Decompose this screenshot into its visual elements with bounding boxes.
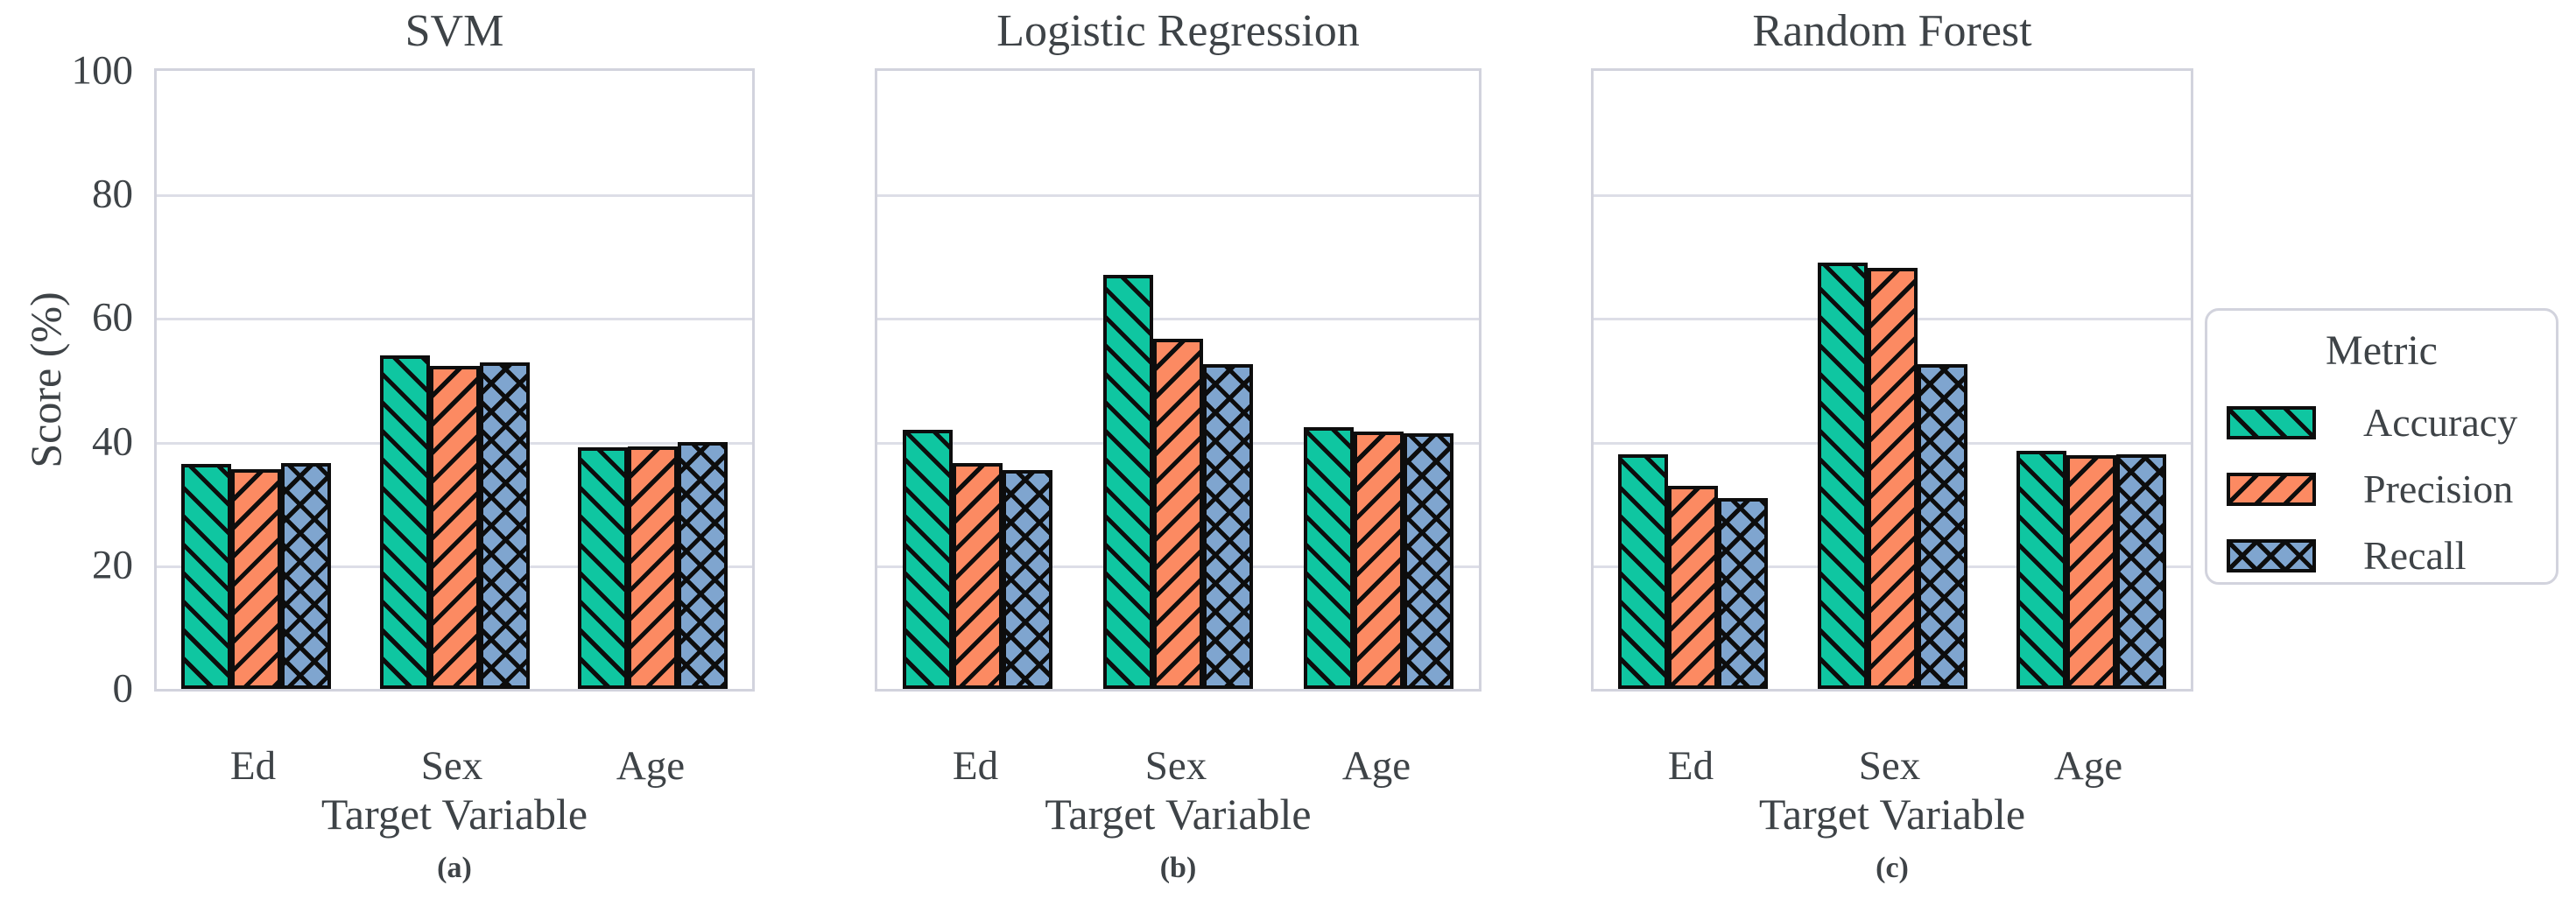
subplot-title: Random Forest [1752, 6, 2032, 56]
bar-ed-accuracy [181, 464, 231, 689]
bar-ed-precision [953, 463, 1003, 689]
gridline [877, 194, 1479, 197]
legend-entry-precision: Precision [2227, 456, 2547, 523]
bar-age-recall [2116, 454, 2166, 689]
bar-age-precision [628, 446, 678, 689]
bar-age-recall [678, 442, 728, 689]
bar-age-recall [1404, 433, 1453, 689]
y-tick-label-40: 40 [92, 418, 133, 465]
legend-label-recall: Recall [2363, 533, 2467, 578]
x-axis-label: Target Variable [320, 790, 588, 839]
legend-patch-accuracy [2227, 406, 2316, 439]
bar-ed-recall [1003, 470, 1052, 689]
bar-age-accuracy [1304, 427, 1354, 689]
bar-ed-precision [1668, 486, 1718, 689]
plot-area [1591, 68, 2193, 692]
bar-age-accuracy [2016, 451, 2066, 689]
y-tick-label-60: 60 [92, 294, 133, 341]
gridline [157, 194, 752, 197]
x-axis-label: Target Variable [1758, 790, 2026, 839]
plot-area [875, 68, 1482, 692]
bar-sex-recall [1918, 364, 1967, 689]
subplot-caption: (b) [1159, 852, 1197, 884]
legend-label-accuracy: Accuracy [2363, 400, 2518, 445]
bar-sex-precision [430, 366, 480, 689]
legend-entry-recall: Recall [2227, 523, 2547, 589]
subplot-svm: SVM Ed Sex Age Target Variable (a) [154, 0, 755, 920]
x-tick-label-sex: Sex [420, 743, 483, 789]
bar-sex-recall [480, 362, 530, 689]
subplot-random-forest: Random Forest Ed Sex Age Target Variable (… [1591, 0, 2193, 920]
bar-sex-precision [1868, 268, 1918, 689]
bar-sex-accuracy [1818, 263, 1868, 689]
y-tick-label-100: 100 [71, 47, 134, 94]
gridline [877, 318, 1479, 320]
bar-ed-accuracy [903, 430, 953, 689]
bar-ed-precision [231, 469, 281, 689]
subplot-logistic-regression: Logistic Regression Ed Sex Age Target Vari… [875, 0, 1482, 920]
bar-ed-accuracy [1618, 454, 1668, 689]
x-tick-label-sex: Sex [1858, 743, 1921, 789]
legend-items: Accuracy Precision Recall [2227, 390, 2547, 589]
x-tick-label-age: Age [1341, 743, 1411, 789]
bar-age-precision [2066, 455, 2116, 689]
x-axis-label: Target Variable [1045, 790, 1312, 839]
legend-entry-accuracy: Accuracy [2227, 390, 2547, 456]
gridline [1594, 194, 2191, 197]
y-tick-label-20: 20 [92, 542, 133, 588]
bar-sex-recall [1203, 364, 1253, 689]
subplot-title: Logistic Regression [996, 6, 1360, 56]
bar-sex-precision [1153, 339, 1203, 689]
legend-label-precision: Precision [2363, 467, 2514, 511]
x-tick-label-age: Age [2053, 743, 2123, 789]
subplot-title: SVM [405, 6, 504, 56]
bar-sex-accuracy [380, 355, 430, 689]
subplot-caption: (a) [437, 852, 472, 884]
legend-patch-recall [2227, 539, 2316, 572]
bar-ed-recall [281, 463, 331, 689]
x-tick-label-ed: Ed [1667, 743, 1714, 789]
bar-age-precision [1354, 432, 1404, 689]
y-tick-label-80: 80 [92, 171, 133, 217]
subplot-caption: (c) [1876, 852, 1909, 884]
x-tick-label-age: Age [616, 743, 686, 789]
legend-patch-precision [2227, 473, 2316, 506]
legend-title: Metric [2326, 327, 2438, 374]
y-tick-label-0: 0 [112, 665, 134, 712]
legend: Metric Accuracy Precision Recall [2205, 308, 2558, 585]
x-tick-label-sex: Sex [1144, 743, 1207, 789]
bar-age-accuracy [578, 447, 628, 689]
bar-sex-accuracy [1103, 275, 1153, 689]
bar-ed-recall [1718, 498, 1768, 689]
gridline [157, 318, 752, 320]
x-tick-label-ed: Ed [229, 743, 277, 789]
plot-area [154, 68, 755, 692]
x-tick-label-ed: Ed [952, 743, 999, 789]
